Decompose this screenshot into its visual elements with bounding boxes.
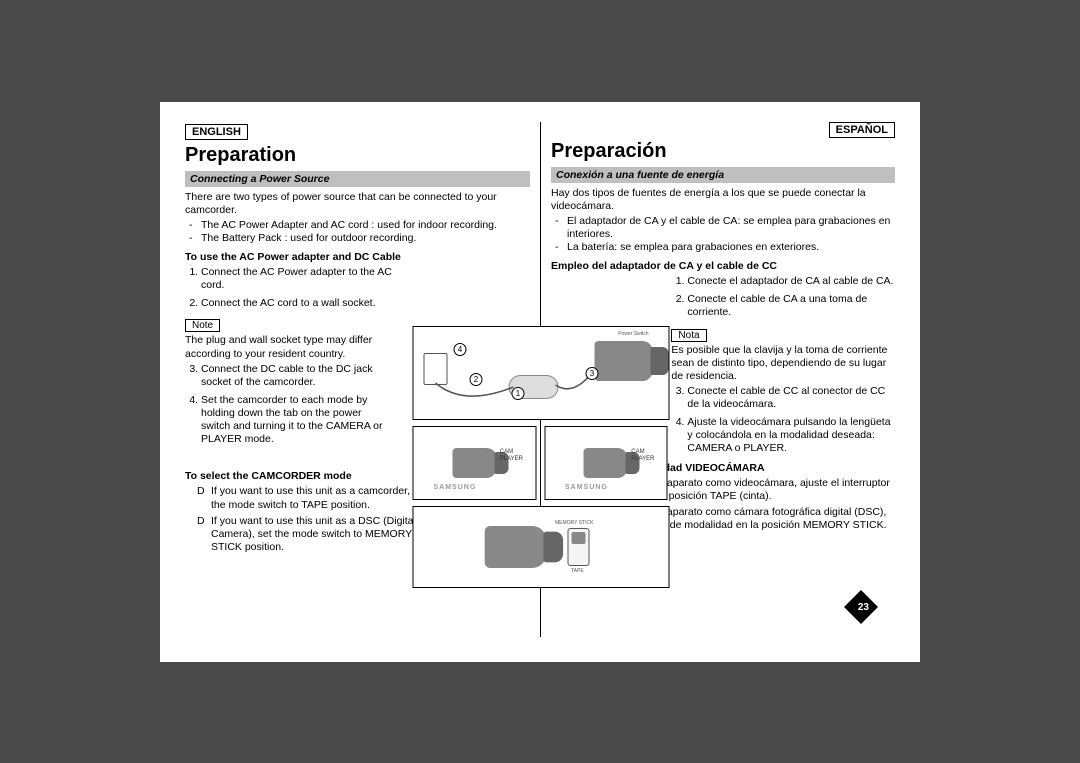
tape-label: TAPE — [571, 568, 584, 574]
list-item: Connect the AC cord to a wall socket. — [201, 297, 392, 310]
list-item: If you want to use this unit as a camcor… — [211, 485, 440, 511]
diagram-mode-camera: CAM PLAYER SAMSUNG — [413, 426, 537, 500]
page-title-left: Preparation — [185, 144, 530, 167]
intro-text-right: Hay dos tipos de fuentes de energía a lo… — [551, 187, 895, 213]
subheading-ac-right: Empleo del adaptador de CA y el cable de… — [551, 260, 895, 272]
list-item: The AC Power Adapter and AC cord : used … — [201, 219, 530, 232]
cable-lines — [414, 327, 669, 419]
list-item: Ajuste la videocámara pulsando la lengüe… — [687, 416, 895, 455]
manual-page: ENGLISH Preparation Connecting a Power S… — [160, 102, 920, 662]
step-num-1: 1 — [512, 387, 525, 400]
intro-text-left: There are two types of power source that… — [185, 191, 530, 217]
steps-list: Connect the AC Power adapter to the AC c… — [185, 266, 392, 310]
mode-switch-icon — [567, 528, 589, 566]
step-num-4: 4 — [454, 343, 467, 356]
list-item: If you want to use this unit as a DSC (D… — [211, 515, 440, 554]
list-item: Connect the AC Power adapter to the AC c… — [201, 266, 392, 292]
note-label-left: Note — [185, 319, 220, 332]
list-item: Conecte el adaptador de CA al cable de C… — [687, 275, 895, 288]
list-item: Conecte el cable de CC al conector de CC… — [687, 385, 895, 411]
mode-labels: CAM PLAYER — [631, 449, 654, 463]
memory-stick-label: MEMORY STICK — [555, 520, 593, 526]
subheading-ac-left: To use the AC Power adapter and DC Cable — [185, 251, 530, 263]
diagram-area: Power Switch 1 2 3 4 CAM PLAYER SAMSUNG — [413, 326, 668, 588]
camcorder-icon — [484, 526, 546, 568]
d-list-left: If you want to use this unit as a camcor… — [185, 485, 440, 554]
camcorder-icon — [452, 448, 496, 478]
source-list-left: The AC Power Adapter and AC cord : used … — [185, 219, 530, 245]
list-item: Conecte el cable de CA a una toma de cor… — [687, 293, 895, 319]
section-heading-right: Conexión a una fuente de energía — [551, 167, 895, 183]
steps-block-right: Conecte el adaptador de CA al cable de C… — [671, 275, 895, 455]
list-item: Connect the DC cable to the DC jack sock… — [201, 363, 392, 389]
language-badge-spanish: ESPAÑOL — [829, 122, 895, 138]
steps-list-cont: Conecte el cable de CC al conector de CC… — [671, 385, 895, 456]
steps-list-cont: Connect the DC cable to the DC jack sock… — [185, 363, 392, 447]
source-list-right: El adaptador de CA y el cable de CA: se … — [551, 215, 895, 254]
page-number: 23 — [858, 602, 869, 613]
note-label-right: Nota — [671, 329, 706, 342]
page-title-right: Preparación — [551, 140, 895, 163]
camcorder-icon — [584, 448, 628, 478]
steps-block-left: Connect the AC Power adapter to the AC c… — [185, 266, 392, 446]
note-text-right: Es posible que la clavija y la toma de c… — [671, 344, 895, 383]
steps-list: Conecte el adaptador de CA al cable de C… — [671, 275, 895, 319]
diagram-main: Power Switch 1 2 3 4 — [413, 326, 670, 420]
list-item: La batería: se emplea para grabaciones e… — [567, 241, 895, 254]
section-heading-left: Connecting a Power Source — [185, 171, 530, 187]
list-item: The Battery Pack : used for outdoor reco… — [201, 232, 530, 245]
diagram-mode-switch: MEMORY STICK TAPE — [413, 506, 670, 588]
step-num-3: 3 — [586, 367, 599, 380]
brand-label: SAMSUNG — [565, 484, 608, 491]
step-num-2: 2 — [470, 373, 483, 386]
list-item: El adaptador de CA y el cable de CA: se … — [567, 215, 895, 241]
diagram-mode-player: CAM PLAYER SAMSUNG — [544, 426, 668, 500]
list-item: Set the camcorder to each mode by holdin… — [201, 394, 392, 447]
mode-labels: CAM PLAYER — [500, 449, 523, 463]
brand-label: SAMSUNG — [434, 484, 477, 491]
language-badge-english: ENGLISH — [185, 124, 248, 140]
note-text-left: The plug and wall socket type may differ… — [185, 334, 392, 360]
